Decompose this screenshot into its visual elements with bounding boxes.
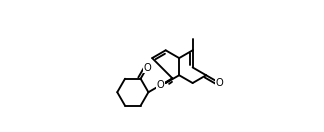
- Text: O: O: [216, 78, 224, 88]
- Text: O: O: [157, 80, 164, 90]
- Text: O: O: [143, 63, 151, 73]
